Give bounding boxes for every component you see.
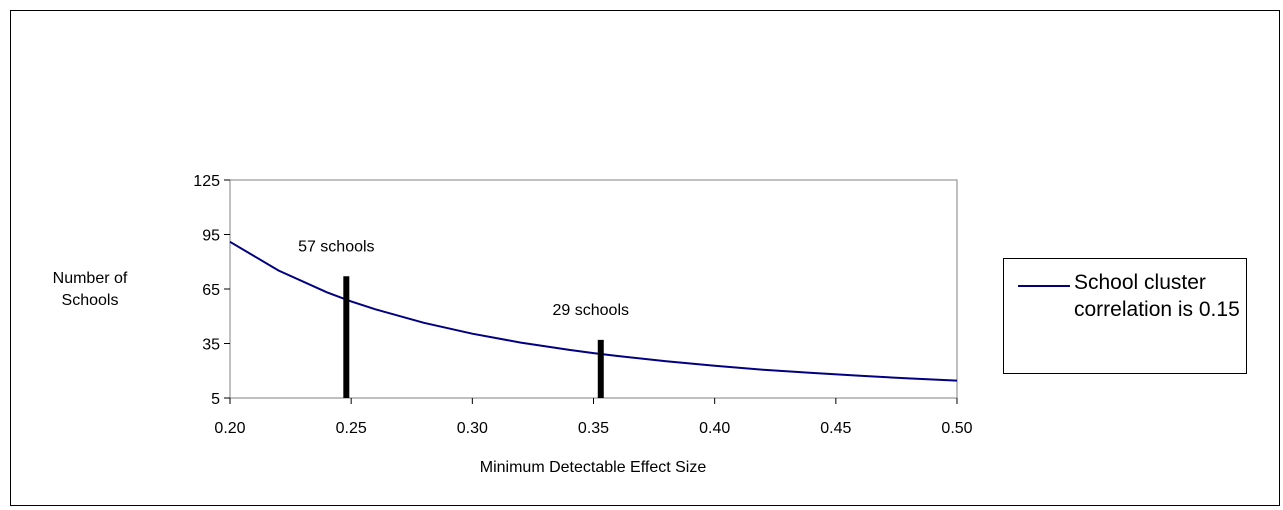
y-tick-label: 35	[202, 337, 220, 354]
legend: School cluster correlation is 0.15	[1003, 258, 1247, 374]
y-axis-title: Number of Schools	[52, 270, 128, 309]
x-tick-label: 0.50	[941, 420, 972, 437]
x-axis-title: Minimum Detectable Effect Size	[480, 459, 707, 476]
y-tick-label: 95	[202, 228, 220, 245]
plot-area	[229, 179, 958, 399]
x-tick-group: 0.20 0.25 0.30 0.35 0.40 0.45 0.50	[214, 398, 973, 437]
x-tick-label: 0.35	[578, 420, 609, 437]
x-tick-label: 0.45	[820, 420, 851, 437]
legend-swatch-line	[1018, 285, 1070, 287]
legend-label: School cluster correlation is 0.15	[1074, 271, 1240, 321]
y-tick-label: 125	[193, 173, 220, 190]
x-tick-label: 0.40	[699, 420, 730, 437]
marker-label: 29 schools	[553, 302, 630, 319]
x-tick-label: 0.25	[336, 420, 367, 437]
marker-group: 57 schools 29 schools	[298, 238, 629, 398]
y-tick-label: 5	[211, 391, 220, 408]
y-tick-group: 5 35 65 95 125	[193, 173, 230, 408]
x-tick-label: 0.20	[214, 420, 245, 437]
marker-label: 57 schools	[298, 238, 375, 255]
x-tick-label: 0.30	[457, 420, 488, 437]
y-tick-label: 65	[202, 282, 220, 299]
